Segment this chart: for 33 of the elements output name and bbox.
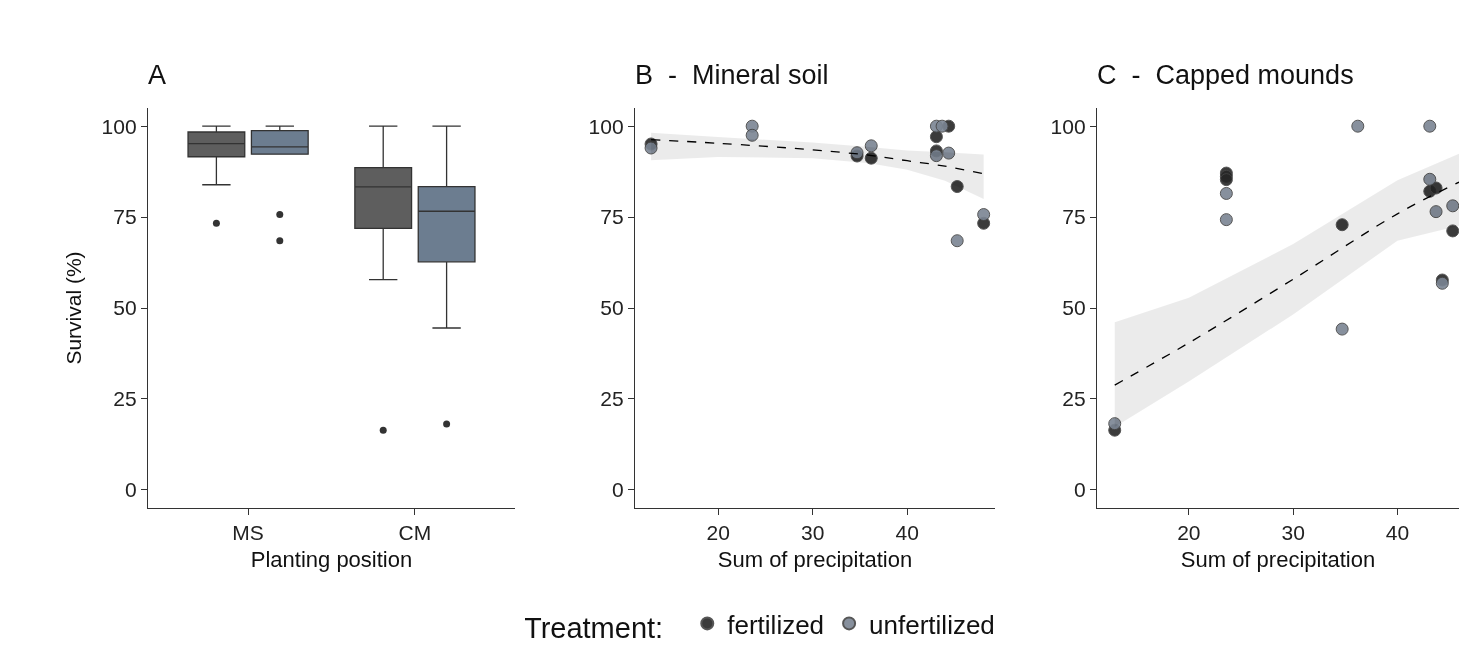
y-tick-label: 50 <box>1062 296 1086 320</box>
y-tick-label: 100 <box>588 114 624 138</box>
y-tick-label: 25 <box>1062 387 1086 411</box>
x-tick-label: 20 <box>1177 521 1201 545</box>
y-tick-label: 0 <box>1073 478 1086 502</box>
x-tick-label: 30 <box>1281 521 1305 545</box>
chart-title: B - Mineral soil <box>635 60 829 91</box>
y-tick-label: 75 <box>1062 205 1086 229</box>
x-tick-label: CM <box>398 521 432 545</box>
x-tick-label: 40 <box>1385 521 1410 545</box>
x-tick-label: 30 <box>800 521 825 545</box>
y-tick-label: 75 <box>113 205 137 229</box>
y-tick-label: 0 <box>124 478 137 502</box>
legend-label: fertilized <box>727 609 825 640</box>
x-tick-label: 40 <box>895 521 919 545</box>
legend-title: Treatment: <box>524 611 680 644</box>
y-axis-title: Survival (%) <box>61 251 85 365</box>
x-tick-label: MS <box>232 521 264 545</box>
x-axis-title: Planting position <box>250 547 413 573</box>
y-tick-label: 100 <box>1050 114 1086 138</box>
chart-title: A <box>148 60 167 91</box>
y-tick-label: 25 <box>113 387 137 411</box>
x-axis-title: Sum of precipitation <box>717 547 913 573</box>
legend-label: unfertilized <box>869 609 995 640</box>
chart-title: C - Capped mounds <box>1097 60 1354 91</box>
x-tick-label: 20 <box>706 521 730 545</box>
y-tick-label: 50 <box>113 296 137 320</box>
y-tick-label: 50 <box>600 296 624 320</box>
y-tick-label: 75 <box>600 205 624 229</box>
y-tick-label: 25 <box>600 387 624 411</box>
y-tick-label: 0 <box>611 478 624 502</box>
y-tick-label: 100 <box>101 114 137 138</box>
x-axis-title: Sum of precipitation <box>1180 547 1376 573</box>
